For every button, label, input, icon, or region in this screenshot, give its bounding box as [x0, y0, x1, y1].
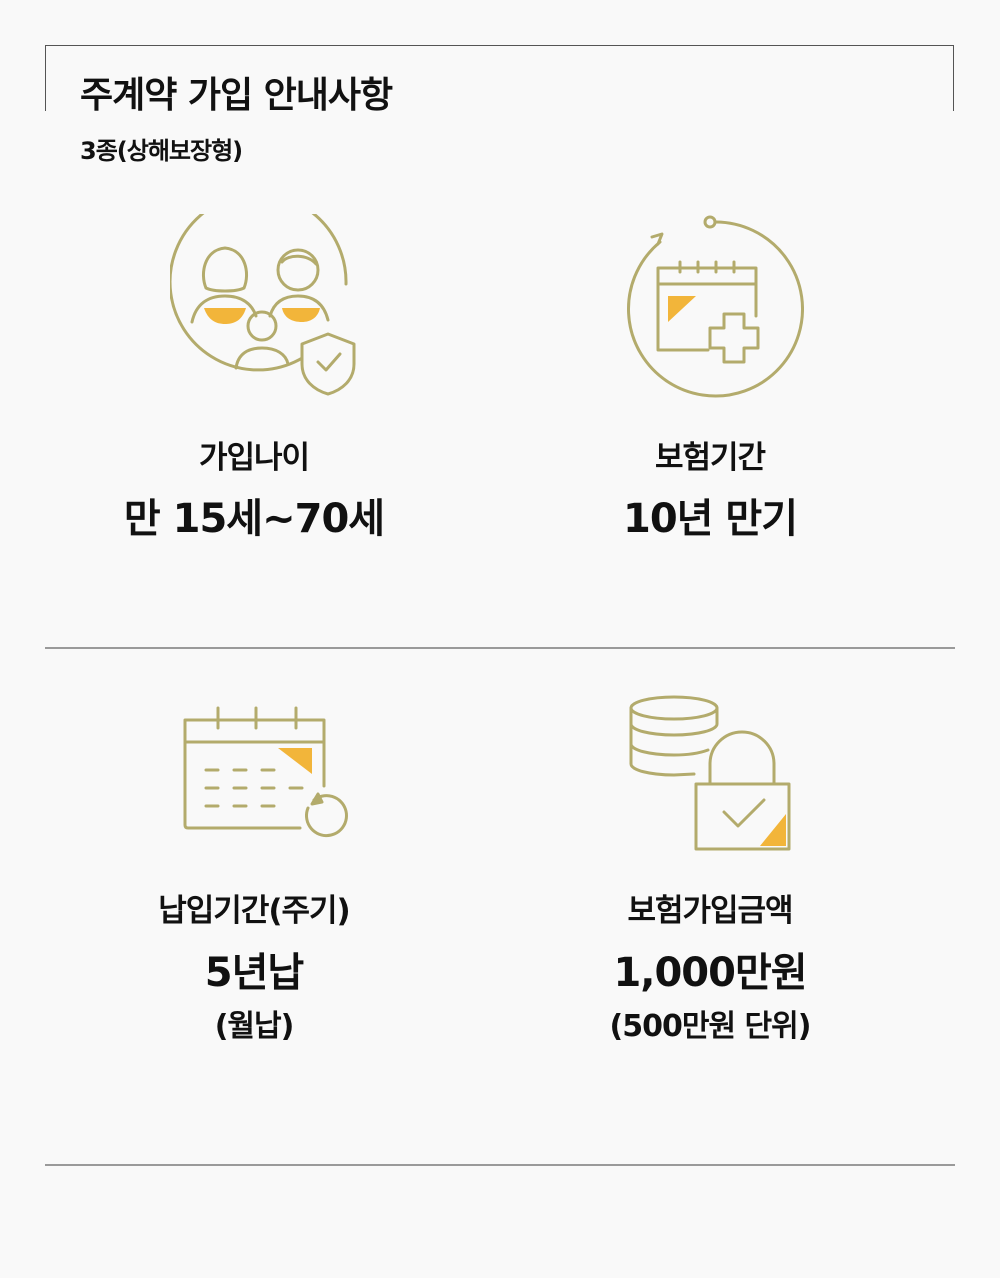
period-value: 10년 만기: [623, 496, 798, 542]
page-subtitle: 3종(상해보장형): [80, 137, 243, 165]
payment-value: 5년납: [204, 950, 304, 996]
period-label: 보험기간: [654, 440, 766, 476]
divider: [45, 1164, 955, 1166]
calendar-plus-icon: [618, 212, 804, 402]
family-shield-icon: [168, 192, 360, 396]
calendar-refresh-icon: [182, 704, 354, 848]
amount-note: (500만원 단위): [609, 1009, 812, 1044]
payment-label: 납입기간(주기): [158, 893, 350, 929]
age-label: 가입나이: [198, 440, 310, 476]
divider: [45, 647, 955, 649]
header-frame: [45, 45, 954, 111]
amount-label: 보험가입금액: [627, 893, 793, 929]
amount-value: 1,000만원: [613, 950, 807, 996]
coins-lock-icon: [628, 694, 794, 852]
age-value: 만 15세~70세: [123, 496, 385, 542]
page-title: 주계약 가입 안내사항: [80, 75, 393, 116]
payment-note: (월납): [214, 1009, 295, 1044]
